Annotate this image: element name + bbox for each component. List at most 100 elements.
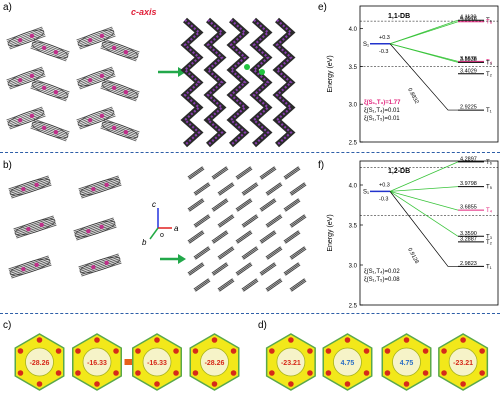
molecule-b-3	[73, 217, 117, 241]
triplet-name: T₃	[486, 60, 493, 66]
molecule-b-right-2-2	[235, 198, 253, 212]
axis-b-label: b	[142, 238, 147, 247]
ring-0	[265, 333, 316, 391]
molecule-b-right-6-1	[211, 262, 229, 276]
y-tick-label: 2.5	[349, 141, 358, 147]
molecule-b-right-1-2	[241, 182, 259, 196]
ring-0	[14, 333, 65, 391]
triplet-name: T₅	[486, 185, 493, 191]
ring-3	[189, 333, 240, 391]
molecule-b-right-6-4	[283, 262, 301, 276]
chart-title: 1,2-DB	[388, 168, 410, 175]
nics-value-2: 4.75	[400, 360, 414, 367]
s1-offset-down: -0.3	[379, 196, 388, 202]
triplet-name: T₂	[486, 72, 493, 78]
molecule-b-right-4-3	[259, 230, 277, 244]
triplet-value: 4.2897	[460, 156, 477, 162]
panel-label-e: e)	[318, 2, 327, 13]
ring-2	[381, 333, 432, 391]
molecule-b-right-7-4	[289, 278, 307, 292]
molecule-b-right-0-2	[235, 166, 253, 180]
molecule-a-0-2	[30, 38, 70, 62]
molecule-b-right-2-0	[187, 198, 205, 212]
molecule-b-right-0-0	[187, 166, 205, 180]
molecule-b-1	[78, 175, 122, 199]
molecule-b-right-5-4	[289, 246, 307, 260]
molecule-b-right-1-4	[289, 182, 307, 196]
triplet-value: 3.4029	[460, 68, 477, 74]
coupling-2: ξ(S₁,T₅)=0.01	[364, 116, 400, 122]
coupling-0: ξ(S₁,T₄)=0.02	[364, 269, 400, 275]
nics-value-1: 4.75	[341, 360, 355, 367]
molecule-b-4	[8, 255, 52, 279]
triplet-name: T₂	[486, 240, 493, 246]
panel-label-c: c)	[3, 320, 12, 331]
bridge-bond	[124, 359, 132, 365]
molecule-b-right-0-3	[259, 166, 277, 180]
triplet-value: 3.9798	[460, 181, 477, 187]
triplet-name: T₃	[486, 234, 493, 240]
ring-1	[322, 333, 373, 391]
molecule-b-right-3-2	[241, 214, 259, 228]
triplet-value: 3.2887	[460, 236, 477, 242]
molecule-b-right-0-4	[283, 166, 301, 180]
molecule-b-right-2-4	[283, 198, 301, 212]
nics-value-1: -16.33	[87, 360, 107, 367]
coupling-0: ξ(S₁,T₃)=1.77	[364, 100, 401, 106]
molecule-b-right-7-3	[265, 278, 283, 292]
triplet-name: T₁	[486, 108, 492, 114]
molecule-a-5-1	[76, 106, 116, 130]
panel-label-a: a)	[3, 2, 12, 13]
triplet-value: 3.5676	[460, 56, 477, 62]
s1-offset-up: +0.3	[379, 35, 390, 41]
molecule-b-right-3-4	[289, 214, 307, 228]
molecule-a-4-1	[6, 106, 46, 130]
triplet-name: T₁	[486, 264, 492, 270]
molecule-b-right-2-3	[259, 198, 277, 212]
y-tick-label: 2.5	[349, 304, 358, 310]
molecule-b-right-6-0	[187, 262, 205, 276]
triplet-name: T₅	[486, 20, 493, 26]
y-tick-label: 3.5	[349, 65, 358, 71]
highlight-dot-1	[244, 64, 250, 70]
panel-b-axes: c a b o	[142, 200, 179, 247]
triplet-name: T₄	[486, 59, 493, 65]
panel-label-b: b)	[3, 160, 12, 171]
molecule-b-0	[8, 175, 52, 199]
molecule-a-2-1	[6, 66, 46, 90]
molecule-a-2-2	[30, 78, 70, 102]
panel-b-packing: c a b o	[8, 166, 307, 292]
molecule-b-right-2-1	[211, 198, 229, 212]
nics-value-3: -28.26	[205, 360, 225, 367]
s1-label: S₁	[363, 42, 369, 48]
nics-value-0: -28.26	[30, 360, 50, 367]
separator-bottom	[0, 313, 500, 314]
molecule-b-right-3-0	[193, 214, 211, 228]
y-tick-label: 3.5	[349, 224, 358, 230]
molecule-b-right-1-3	[265, 182, 283, 196]
molecule-b-right-3-1	[217, 214, 235, 228]
triplet-value: 3.3590	[460, 231, 477, 237]
panel-b-arrow	[160, 254, 186, 264]
diagonal-label: 0.9128	[406, 247, 419, 265]
molecule-b-right-5-0	[193, 246, 211, 260]
panel-a-arrow	[158, 67, 186, 77]
highlight-dot-2	[259, 69, 265, 75]
c-axis-label: c-axis	[131, 7, 157, 17]
triplet-value: 2.9225	[460, 105, 477, 111]
molecule-a-3-2	[100, 78, 140, 102]
panel-label-f: f)	[318, 160, 325, 171]
chart-title: 1,1-DB	[388, 13, 410, 20]
molecule-b-right-7-2	[241, 278, 259, 292]
triplet-name: T₆	[486, 18, 493, 24]
axis-c-label: c	[152, 200, 156, 209]
triplet-value: 4.0918	[460, 16, 477, 22]
axis-a-label: a	[174, 224, 179, 233]
molecule-b-right-4-4	[283, 230, 301, 244]
molecule-b-right-4-1	[211, 230, 229, 244]
coupling-1: ξ(S₁,T₄)=0.01	[364, 108, 400, 114]
s1-offset-up: +0.3	[379, 182, 390, 188]
molecule-b-right-4-0	[187, 230, 205, 244]
s1-offset-down: -0.3	[379, 49, 388, 55]
s1-label: S₁	[363, 189, 369, 195]
